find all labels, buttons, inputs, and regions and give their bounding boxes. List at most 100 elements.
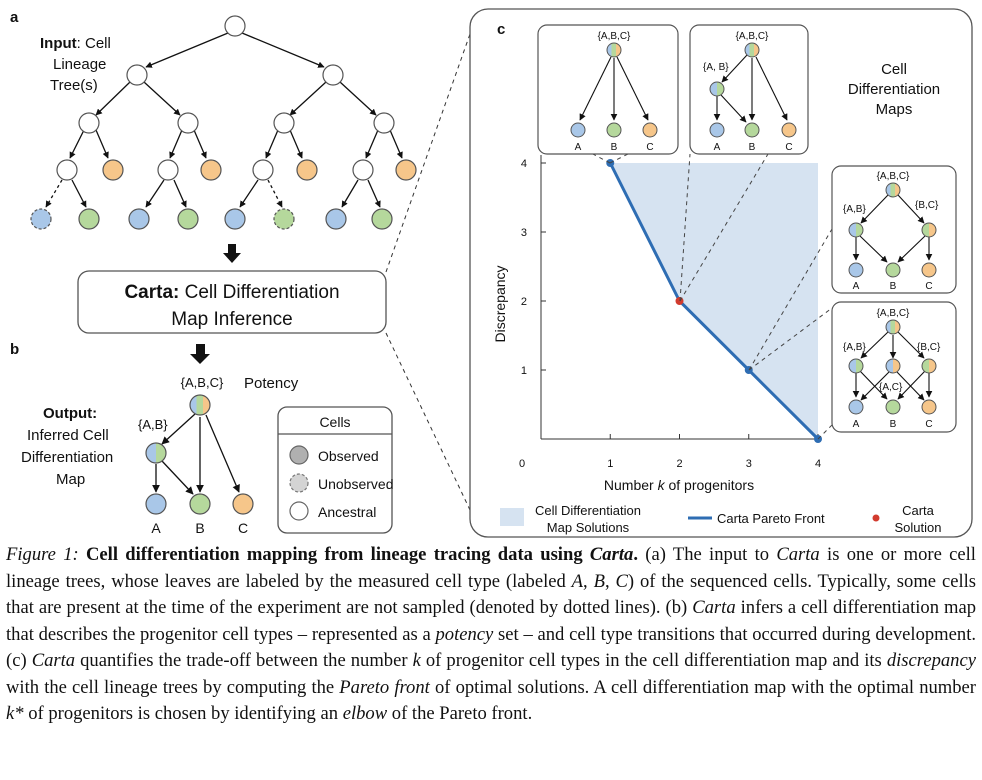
tree-leaf-c: [395, 159, 417, 181]
ancestral-label: Ancestral: [318, 504, 376, 520]
down-arrow-icon: [223, 244, 241, 263]
panel-c-legend: Cell Differentiation Map Solutions Carta…: [500, 503, 941, 535]
carta-box: [77, 270, 387, 334]
cell-type-c-node: [232, 493, 254, 515]
carta-box-title: Carta: Cell Differentiation: [124, 282, 339, 303]
maps-label-line1: Cell: [881, 61, 907, 78]
carta-solution-point: [675, 297, 684, 305]
tree-node: [352, 159, 374, 181]
x-tick-label: 2: [676, 458, 682, 470]
input-label: Input: Cell: [40, 35, 111, 52]
observed-label: Observed: [318, 448, 379, 464]
panel-a-letter: a: [10, 9, 19, 26]
map2-node-b: [744, 122, 760, 138]
map-connectors: [592, 153, 833, 440]
map3-mid2-label: {B,C}: [915, 200, 939, 211]
panel-b-letter: b: [10, 341, 19, 358]
cells-legend-title: Cells: [319, 414, 350, 430]
diff-map-k1: {A,B,C} A B C: [537, 24, 679, 155]
x-axis-title: Number k of progenitors: [604, 477, 754, 493]
tree-node: [252, 159, 274, 181]
carta-solution-swatch: [872, 514, 880, 522]
caption-figure-label: Figure 1:: [6, 544, 79, 565]
observed-swatch: [289, 445, 309, 465]
solution-region: [610, 163, 818, 439]
lineage-tree: [45, 32, 403, 208]
tree-node: [322, 64, 344, 86]
map1-label-a: A: [575, 142, 582, 153]
map2-root-label: {A,B,C}: [736, 31, 769, 42]
map1-label-b: B: [611, 142, 618, 153]
map2-root-node: [744, 42, 760, 58]
tree-node: [78, 112, 100, 134]
tree-leaf-b-unobserved: [273, 208, 295, 230]
map1-root-node: [606, 42, 622, 58]
solutions-swatch: [500, 508, 524, 526]
pareto-point: [744, 366, 753, 374]
zoom-line-top: [385, 33, 471, 273]
maps-label-line2: Differentiation: [848, 81, 940, 98]
cells-legend: Cells Observed Unobserved Ancestral: [277, 406, 394, 534]
tree-leaf-a-unobserved: [30, 208, 52, 230]
map4-node-c: [921, 399, 937, 415]
map2-node-a: [709, 122, 725, 138]
tree-node: [56, 159, 78, 181]
map2-node-c: [781, 122, 797, 138]
input-label-line2: Lineage: [53, 56, 106, 73]
x-tick-label: 4: [815, 458, 821, 470]
map3-label-b: B: [890, 281, 897, 292]
tree-leaf-c: [102, 159, 124, 181]
tree-leaf-b: [177, 208, 199, 230]
map1-node-b: [606, 122, 622, 138]
potency-label: Potency: [244, 375, 299, 392]
tree-node: [177, 112, 199, 134]
unobserved-swatch: [289, 473, 309, 493]
cell-type-c-label: C: [238, 520, 248, 536]
figure-caption: Figure 1: Cell differentiation mapping f…: [6, 544, 977, 724]
map2-mid-node: [709, 81, 725, 97]
maps-label-line3: Maps: [876, 101, 913, 118]
map3-label-c: C: [925, 281, 932, 292]
ancestral-swatch: [289, 501, 309, 521]
map2-label-a: A: [714, 142, 721, 153]
map2-mid-label: {A, B}: [703, 62, 729, 73]
potency-node-abc: [189, 394, 211, 416]
map4-mid3-node: [885, 358, 901, 374]
map3-node-a: [848, 262, 864, 278]
tree-leaf-c: [296, 159, 318, 181]
map3-root-label: {A,B,C}: [877, 171, 910, 182]
map3-mid1-node: [848, 222, 864, 238]
potency-set-ab: {A,B}: [138, 417, 168, 432]
map3-node-c: [921, 262, 937, 278]
carta-solution-label-line2: Solution: [895, 520, 942, 535]
map3-label-a: A: [853, 281, 860, 292]
x-tick-label: 1: [607, 458, 613, 470]
tree-node: [273, 112, 295, 134]
x-tick-label: 0: [519, 458, 525, 470]
map1-root-label: {A,B,C}: [598, 31, 631, 42]
map3-node-b: [885, 262, 901, 278]
y-tick-label: 2: [521, 296, 527, 308]
output-label-line2: Inferred Cell: [27, 427, 109, 444]
map1-node-c: [642, 122, 658, 138]
map4-label-b: B: [890, 419, 897, 430]
map2-label-c: C: [785, 142, 792, 153]
map4-mid2-label: {B,C}: [917, 342, 941, 353]
potency-node-ab: [145, 442, 167, 464]
tree-leaf-b: [371, 208, 393, 230]
tree-leaf-b: [78, 208, 100, 230]
map4-label-c: C: [925, 419, 932, 430]
map3-root-node: [885, 182, 901, 198]
map2-label-b: B: [749, 142, 756, 153]
map1-label-c: C: [646, 142, 653, 153]
pareto-front-label: Carta Pareto Front: [717, 511, 825, 526]
solutions-label-line2: Map Solutions: [547, 520, 630, 535]
map4-node-a: [848, 399, 864, 415]
unobserved-label: Unobserved: [318, 476, 394, 492]
map1-node-a: [570, 122, 586, 138]
caption-title: Cell differentiation mapping from lineag…: [86, 544, 638, 565]
tree-leaf-a: [224, 208, 246, 230]
map4-root-node: [885, 319, 901, 335]
diff-map-k2: {A,B,C} {A, B} A B C: [689, 24, 809, 155]
pareto-front-line: [608, 162, 820, 441]
